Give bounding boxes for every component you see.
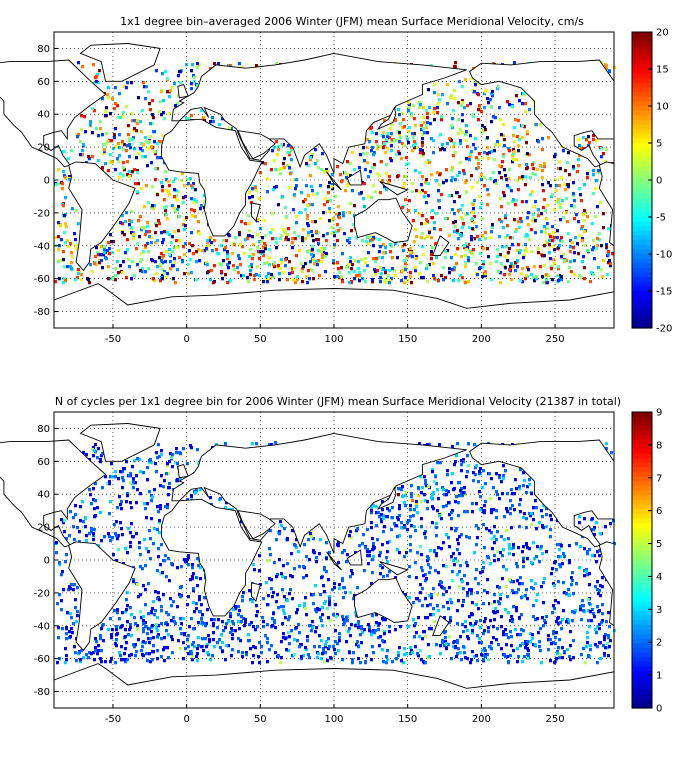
- y-tick-label: -60: [34, 654, 50, 665]
- y-tick-label: -80: [34, 687, 50, 698]
- x-tick-label: 250: [546, 714, 565, 725]
- colorbar-tick-label: 5: [656, 139, 662, 150]
- grid-lines: [54, 32, 614, 328]
- x-tick-label: 150: [398, 714, 417, 725]
- colorbar-tick-label: 1: [656, 671, 662, 682]
- x-tick-label: 150: [398, 334, 417, 345]
- colorbar-tick-label: 8: [656, 440, 662, 451]
- colorbar-tick-label: 4: [656, 572, 662, 583]
- colorbar-tick-label: 15: [656, 65, 669, 76]
- x-tick-label: 200: [472, 334, 491, 345]
- y-tick-label: 60: [37, 457, 50, 468]
- velocity-colorbar: 20 15 10 5 0 -5 -10 -15 -20: [631, 28, 672, 335]
- x-tick-label: 100: [324, 334, 343, 345]
- cycles-colorbar: 9 8 7 6 5 4 3 2 1 0: [631, 408, 662, 715]
- colorbar-tick-label: -5: [656, 213, 666, 224]
- colorbar-tick-label: 20: [656, 28, 669, 39]
- colorbar-tick-label: 0: [656, 704, 662, 715]
- coastlines: [0, 43, 615, 329]
- colorbar-tick-label: 5: [656, 539, 662, 550]
- panel-velocity: 1x1 degree bin–averaged 2006 Winter (JFM…: [0, 15, 672, 345]
- y-tick-label: 40: [37, 490, 50, 501]
- y-tick-label: 80: [37, 424, 50, 435]
- y-tick-label: 0: [44, 176, 50, 187]
- x-tick-label: 250: [546, 334, 565, 345]
- y-tick-label: 20: [37, 143, 50, 154]
- colorbar-tick-label: 3: [656, 605, 662, 616]
- y-tick-label: 60: [37, 77, 50, 88]
- x-tick-label: 200: [472, 714, 491, 725]
- colorbar-tick-label: 9: [656, 408, 662, 419]
- x-tick-label: 0: [183, 714, 189, 725]
- cycles-map-title: N of cycles per 1x1 degree bin for 2006 …: [55, 395, 621, 408]
- x-tick-label: 0: [183, 334, 189, 345]
- y-tick-label: -20: [34, 588, 50, 599]
- colorbar-tick-label: 6: [656, 506, 662, 517]
- data-bins: [54, 61, 616, 285]
- colorbar-tick-label: -10: [656, 250, 672, 261]
- y-tick-label: -80: [34, 307, 50, 318]
- x-tick-label: -50: [105, 334, 121, 345]
- x-tick-label: -50: [105, 714, 121, 725]
- y-tick-label: -40: [34, 241, 50, 252]
- y-tick-label: -20: [34, 208, 50, 219]
- y-tick-label: 40: [37, 110, 50, 121]
- y-tick-label: 80: [37, 44, 50, 55]
- colorbar-tick-label: -20: [656, 324, 672, 335]
- x-tick-label: 50: [254, 714, 267, 725]
- grid-lines: [54, 412, 614, 708]
- y-tick-label: 20: [37, 523, 50, 534]
- y-tick-label: 0: [44, 556, 50, 567]
- y-tick-label: -40: [34, 621, 50, 632]
- colorbar-tick-label: 2: [656, 638, 662, 649]
- x-tick-label: 50: [254, 334, 267, 345]
- colorbar-tick-label: -15: [656, 287, 672, 298]
- coastlines: [0, 423, 615, 709]
- colorbar-tick-label: 10: [656, 102, 669, 113]
- data-bins: [54, 441, 616, 665]
- panel-cycles: N of cycles per 1x1 degree bin for 2006 …: [0, 395, 662, 725]
- x-tick-label: 100: [324, 714, 343, 725]
- colorbar-tick-label: 0: [656, 176, 662, 187]
- y-tick-label: -60: [34, 274, 50, 285]
- colorbar-tick-label: 7: [656, 473, 662, 484]
- velocity-map-title: 1x1 degree bin–averaged 2006 Winter (JFM…: [120, 15, 584, 28]
